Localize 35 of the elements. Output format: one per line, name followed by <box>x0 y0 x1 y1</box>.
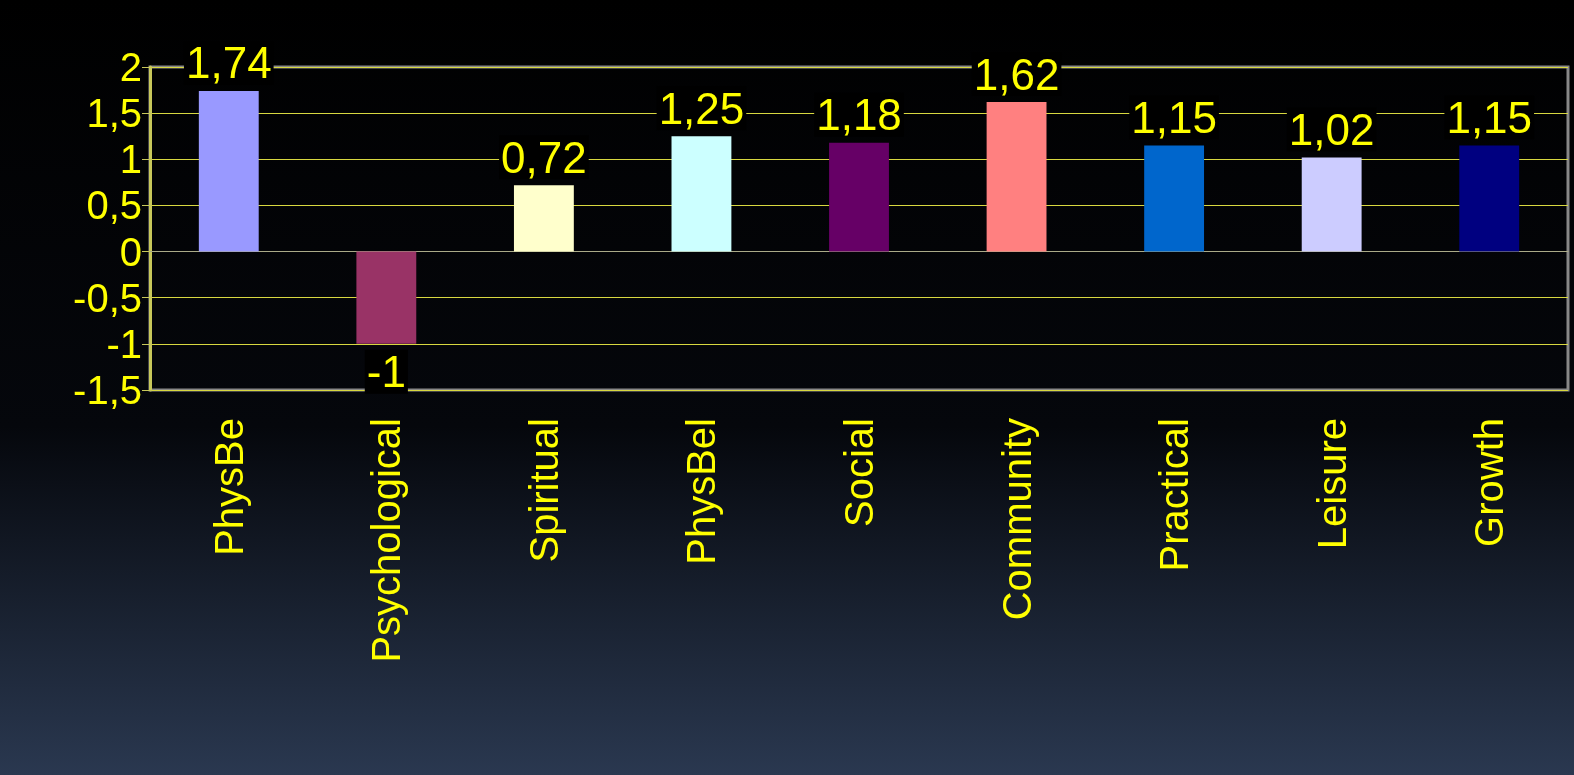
y-tick-label: 1,5 <box>86 91 142 136</box>
y-tick-label: 0 <box>119 229 142 274</box>
y-tick-label: 2 <box>119 45 142 89</box>
data-label: 1,18 <box>816 90 902 140</box>
data-label: 1,15 <box>1446 92 1533 142</box>
data-label: 1,62 <box>973 49 1060 99</box>
bar <box>986 102 1047 252</box>
data-label: 1,02 <box>1288 104 1375 154</box>
x-tick-label: Leisure <box>1309 418 1354 550</box>
x-tick-label: Growth <box>1467 418 1512 547</box>
bar <box>1301 157 1362 252</box>
bar <box>671 136 732 252</box>
x-tick-label: Spiritual <box>521 418 566 563</box>
data-label: 1,15 <box>1131 92 1217 142</box>
bar <box>1459 145 1520 252</box>
bar <box>356 251 417 344</box>
x-tick-label: Community <box>994 418 1039 621</box>
x-tick-label: PhysBe <box>206 418 251 556</box>
bar <box>198 90 259 252</box>
bar <box>513 185 574 252</box>
y-tick-label: -0,5 <box>73 275 142 320</box>
x-tick-label: Psychological <box>364 418 409 663</box>
data-label: 0,72 <box>501 132 587 182</box>
bar <box>829 142 889 252</box>
data-label: 1,25 <box>658 83 745 133</box>
x-tick-label: Social <box>837 418 881 527</box>
y-tick-label: -1 <box>106 321 142 366</box>
bar <box>1144 145 1205 252</box>
data-label: -1 <box>366 347 406 397</box>
y-tick-label: -1,5 <box>73 368 142 412</box>
y-tick-label: 0,5 <box>86 183 142 228</box>
x-tick-label: PhysBel <box>679 418 724 565</box>
data-label: 1,74 <box>185 38 272 88</box>
x-tick-label: Practical <box>1152 418 1197 572</box>
y-tick-label: 1 <box>119 137 142 182</box>
